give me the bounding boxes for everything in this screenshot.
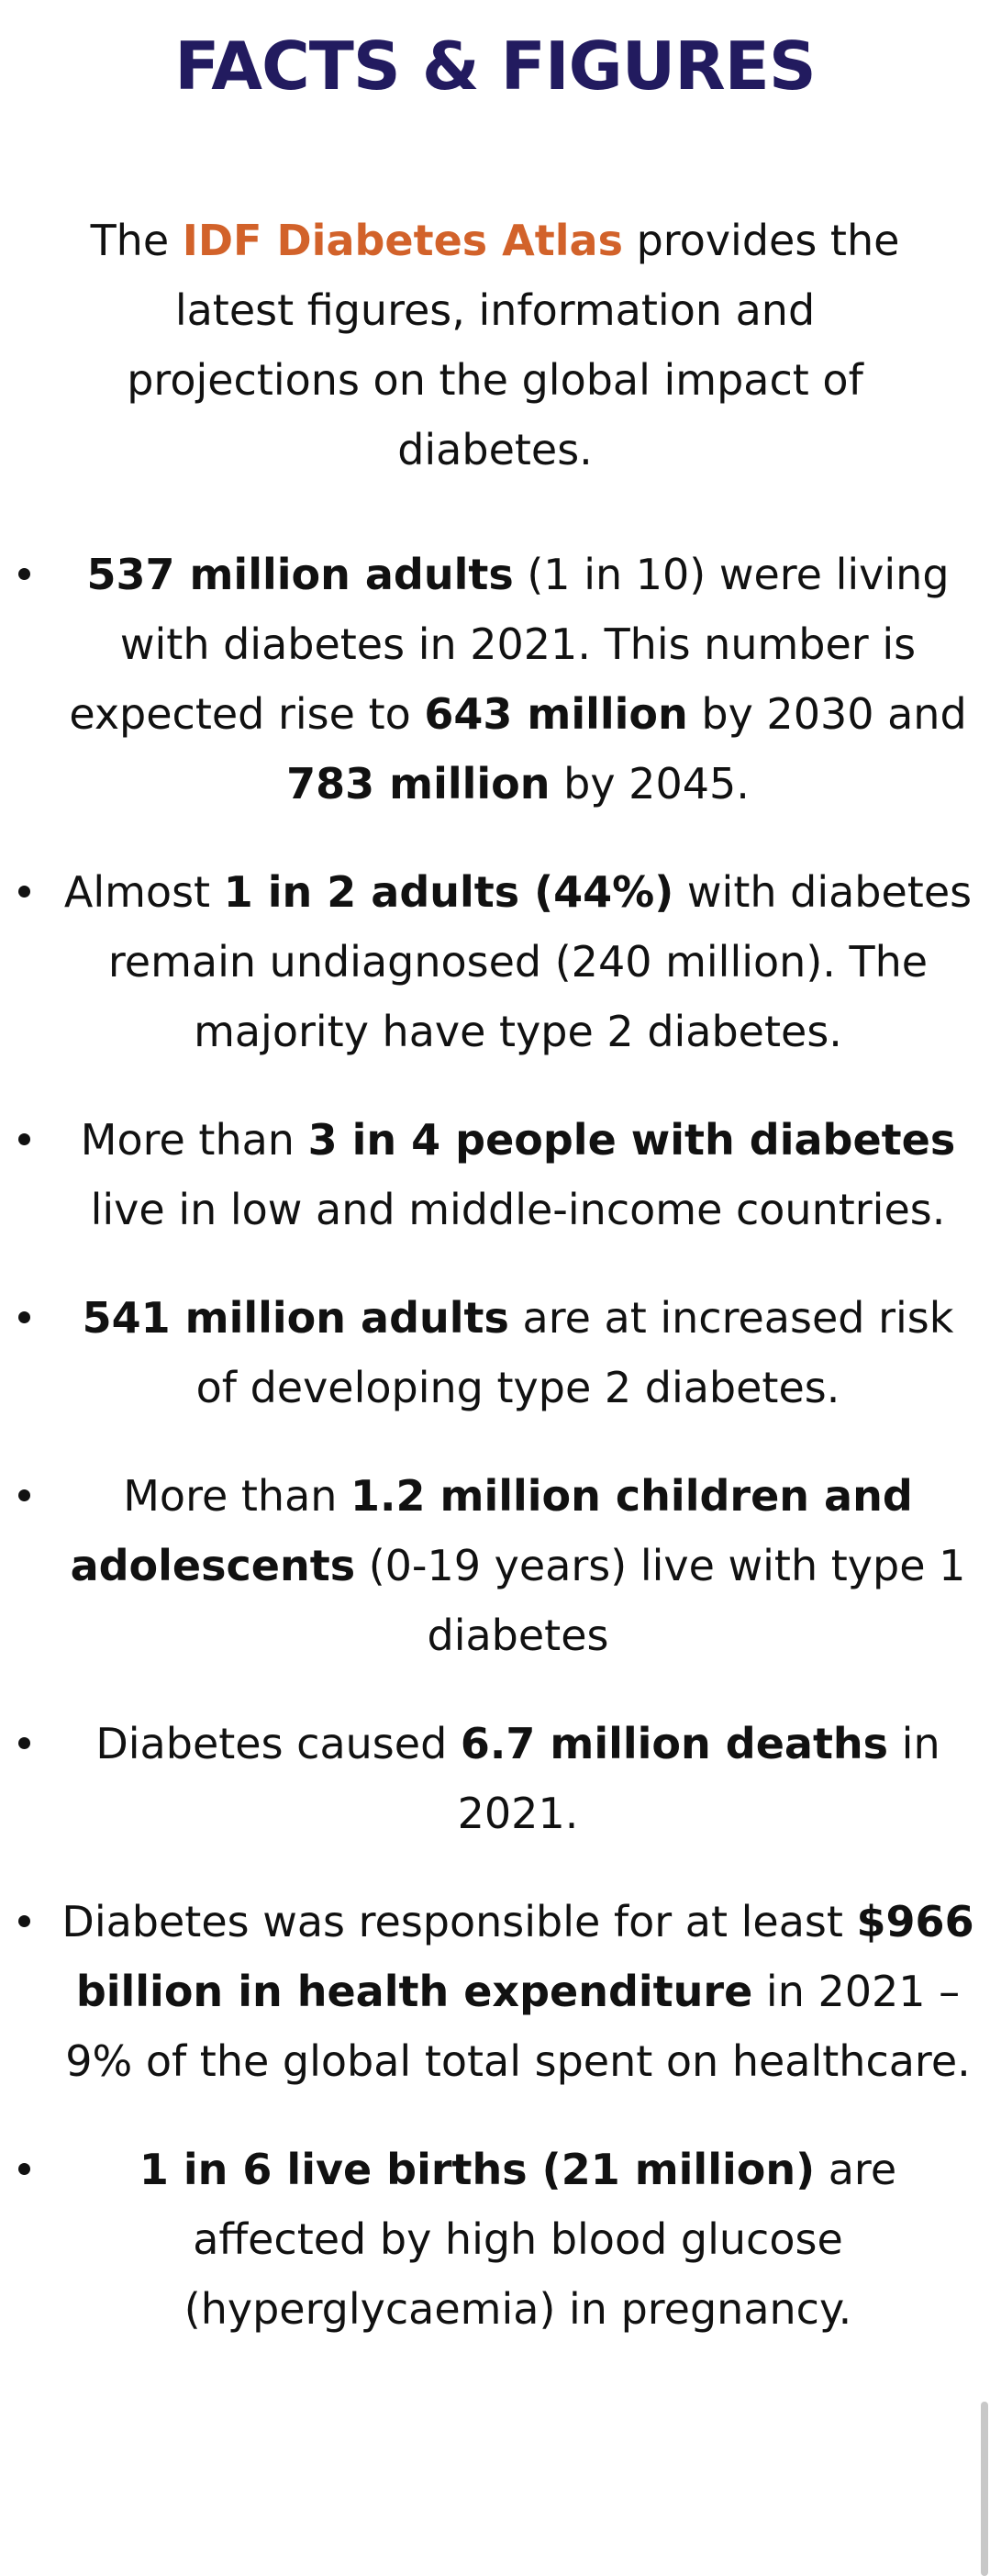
text: provides the latest figures, information… [127, 216, 900, 474]
text: in 2021. [457, 1719, 940, 1838]
bold-text: 783 million [286, 759, 551, 808]
fact-item: Almost 1 in 2 adults (44%) with diabetes… [18, 857, 979, 1066]
bold-text: 1.2 million children and adolescents [70, 1471, 913, 1590]
text: Almost [63, 867, 224, 917]
bullet [18, 1737, 30, 1749]
fact-item: 541 million adults are at increased risk… [18, 1283, 979, 1422]
bold-text: 541 million adults [82, 1293, 509, 1343]
text: by 2045. [550, 759, 750, 808]
bold-text: 1 in 2 adults (44%) [223, 867, 674, 917]
text: (1 in 10) were living with diabetes in 2… [69, 550, 950, 739]
fact-item: Diabetes was responsible for at least $9… [18, 1887, 979, 2096]
fact-item: 1 in 6 live births (21 million) are affe… [18, 2135, 979, 2344]
page-title: FACTS & FIGURES [174, 28, 816, 105]
scrollbar [981, 2402, 988, 2576]
bullet [18, 1489, 30, 1501]
fact-item: Diabetes caused 6.7 million deaths in 20… [18, 1709, 979, 1848]
text: More than [80, 1115, 308, 1165]
bullet [18, 2163, 30, 2175]
text: in 2021 – 9% of the global total spent o… [65, 1967, 971, 2086]
fact-item: More than 3 in 4 people with diabetes li… [18, 1105, 979, 1244]
text: by 2030 and [687, 689, 967, 739]
fact-item: More than 1.2 million children and adole… [18, 1461, 979, 1670]
text: with diabetes remain undiagnosed (240 mi… [107, 867, 973, 1056]
bold-text: 3 in 4 people with diabetes [307, 1115, 956, 1165]
text: (0-19 years) live with type 1 diabetes [355, 1541, 966, 1660]
text: Diabetes caused [95, 1719, 461, 1768]
bullet [18, 1311, 30, 1323]
bold-text: 6.7 million deaths [460, 1719, 889, 1768]
bold-text: 537 million adults [86, 550, 514, 599]
bullet [18, 886, 30, 898]
fact-item: 537 million adults (1 in 10) were living… [18, 540, 979, 819]
facts-list: 537 million adults (1 in 10) were living… [0, 540, 990, 2344]
text: Diabetes was responsible for at least [61, 1897, 857, 1946]
text: live in low and middle-income countries. [90, 1185, 946, 1234]
bullet [18, 568, 30, 580]
bold-text: $966 billion in health expenditure [75, 1897, 974, 2016]
bold-text: 643 million [424, 689, 688, 739]
bold-text: 1 in 6 live births (21 million) [139, 2145, 816, 2194]
accent-text: IDF Diabetes Atlas [182, 216, 623, 265]
text: are at increased risk of developing type… [195, 1293, 954, 1412]
text: More than [123, 1471, 351, 1521]
text: The [90, 216, 183, 265]
bullet [18, 1915, 30, 1927]
text: are affected by high blood glucose (hype… [184, 2145, 897, 2334]
bullet [18, 1133, 30, 1145]
intro-paragraph: The IDF Diabetes Atlas provides the late… [64, 206, 926, 485]
